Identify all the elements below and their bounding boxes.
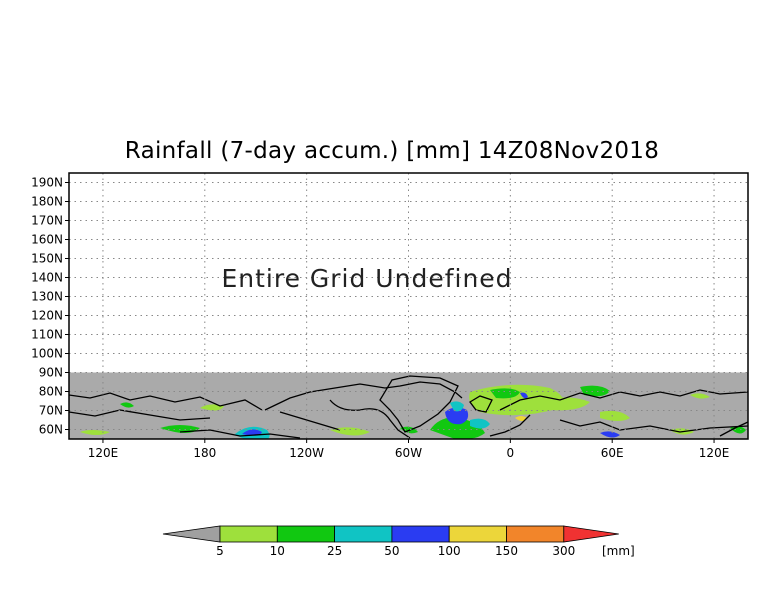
colorbar-tick-label: 150 <box>495 544 518 558</box>
lat-label: 130N <box>31 290 63 304</box>
map-grid <box>69 173 748 439</box>
lon-label: 60W <box>395 446 422 460</box>
lat-label: 180N <box>31 195 63 209</box>
colorbar-tick-label: 100 <box>438 544 461 558</box>
lat-label: 80N <box>39 385 63 399</box>
lon-label: 120W <box>289 446 324 460</box>
lon-label: 120E <box>699 446 730 460</box>
lat-label: 60N <box>39 423 63 437</box>
undefined-grid-notice: Entire Grid Undefined <box>221 264 512 293</box>
lat-label: 100N <box>31 347 63 361</box>
colorbar-tick-label: 50 <box>384 544 399 558</box>
colorbar-bin <box>391 525 450 543</box>
colorbar-tick-label: 25 <box>327 544 342 558</box>
colorbar-bin <box>448 525 507 543</box>
axis-ticks <box>65 182 715 443</box>
lon-label: 60E <box>601 446 624 460</box>
colorbar-bin <box>276 525 335 543</box>
colorbar-bin <box>219 525 278 543</box>
lon-label: 120E <box>88 446 119 460</box>
lat-label: 160N <box>31 233 63 247</box>
lat-label: 70N <box>39 404 63 418</box>
colorbar-high-arrow <box>563 525 619 543</box>
lat-label: 90N <box>39 366 63 380</box>
colorbar-bin <box>334 525 393 543</box>
colorbar-tick-label: 300 <box>552 544 575 558</box>
colorbar-unit: [mm] <box>602 544 635 558</box>
lat-label: 170N <box>31 214 63 228</box>
lat-label: 150N <box>31 252 63 266</box>
colorbar-tick-label: 5 <box>216 544 224 558</box>
lon-axis-labels: 120E 180 120W 60W 0 60E 120E <box>88 446 730 460</box>
lon-label: 180 <box>193 446 216 460</box>
lat-label: 140N <box>31 271 63 285</box>
plot-area: 190N 180N 170N 160N 150N 140N 130N 120N 110N 100N… <box>31 172 749 460</box>
lat-label: 120N <box>31 309 63 323</box>
colorbar-tick-label: 10 <box>270 544 285 558</box>
colorbar-legend: 5 10 25 50 100 150 300 [mm] <box>162 525 635 558</box>
lat-label: 190N <box>31 176 63 190</box>
colorbar-bin <box>506 525 565 543</box>
coastlines <box>69 375 748 439</box>
colorbar-low-arrow <box>162 525 221 543</box>
lon-label: 0 <box>507 446 515 460</box>
lat-label: 110N <box>31 328 63 342</box>
lat-axis-labels: 190N 180N 170N 160N 150N 140N 130N 120N 110N 100N… <box>31 176 63 437</box>
map-title: Rainfall (7-day accum.) [mm] 14Z08Nov201… <box>124 138 660 164</box>
